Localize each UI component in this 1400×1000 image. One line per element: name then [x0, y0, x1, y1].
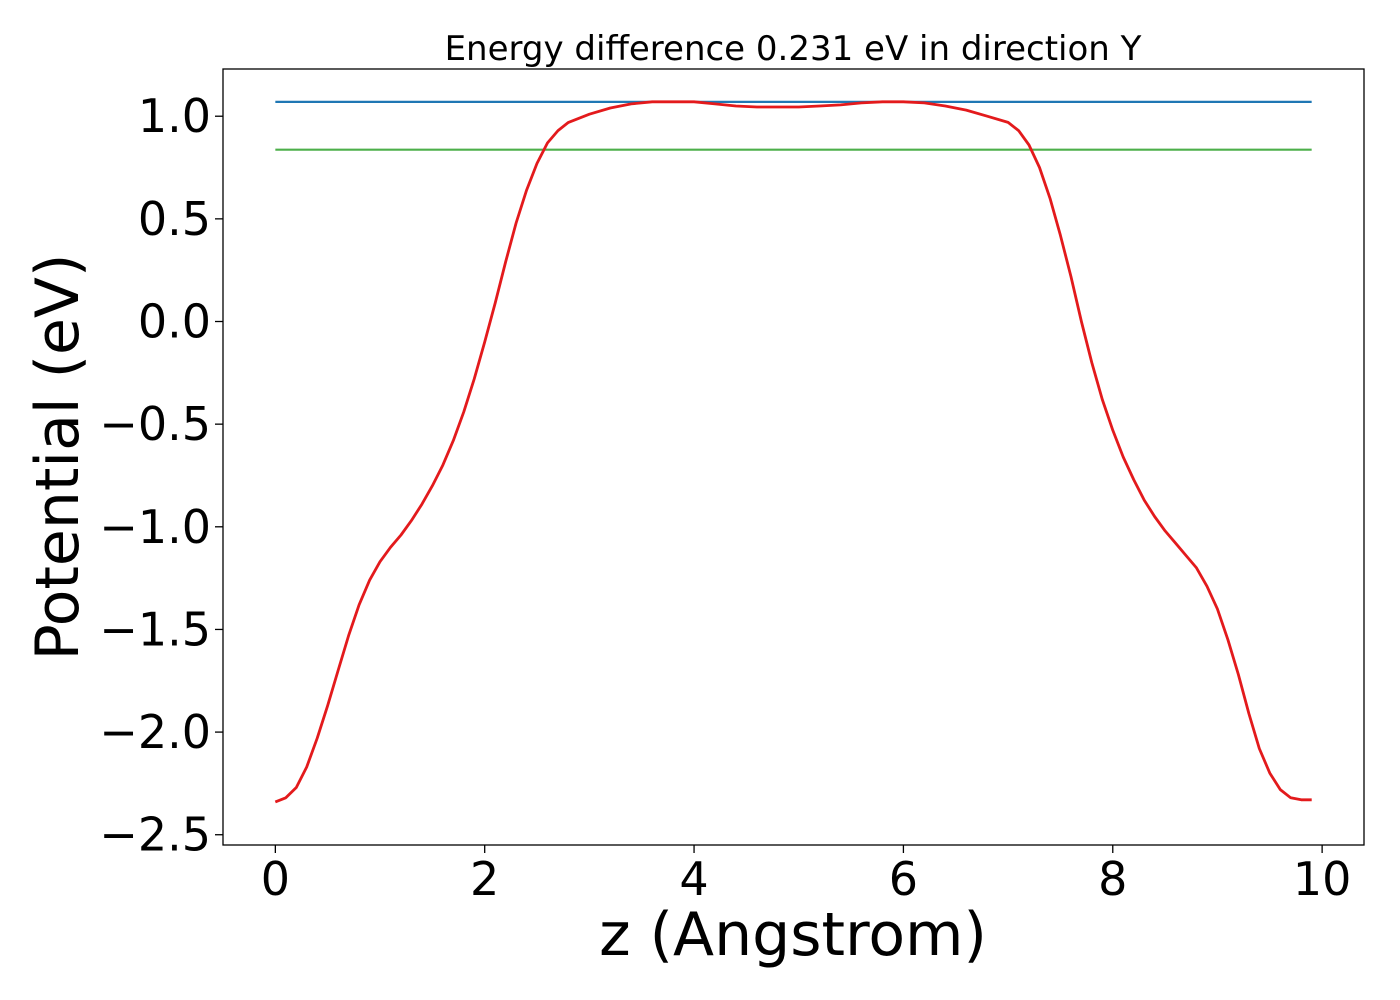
- plot-area: [274, 100, 1312, 804]
- plot-frame: [222, 68, 1365, 846]
- y-tick-label: 1.0: [138, 89, 211, 143]
- x-tick-label: 6: [889, 852, 918, 906]
- x-tick-label: 0: [261, 852, 290, 906]
- y-axis-label: Potential (eV): [23, 254, 93, 661]
- y-tick-label: 0.0: [138, 295, 211, 349]
- y-tick-label: −2.0: [99, 705, 211, 759]
- x-tick-label: 2: [470, 852, 499, 906]
- x-axis-label: z (Angstrom): [599, 900, 987, 970]
- x-tick-label: 8: [1098, 852, 1127, 906]
- y-tick-label: −2.5: [99, 808, 211, 862]
- y-tick-label: −1.5: [99, 602, 211, 656]
- y-tick-label: −0.5: [99, 397, 211, 451]
- potential-curve: [274, 100, 1312, 804]
- x-tick-label: 4: [679, 852, 708, 906]
- x-tick-label: 10: [1293, 852, 1352, 906]
- x-axis: 0 2 4 6 8 10: [261, 845, 1352, 906]
- y-axis: −2.5 −2.0 −1.5 −1.0 −0.5 0.0 0.5 1.0: [99, 89, 223, 862]
- y-tick-label: 0.5: [138, 192, 211, 246]
- y-tick-label: −1.0: [99, 500, 211, 554]
- chart-title: Energy difference 0.231 eV in direction …: [445, 29, 1142, 69]
